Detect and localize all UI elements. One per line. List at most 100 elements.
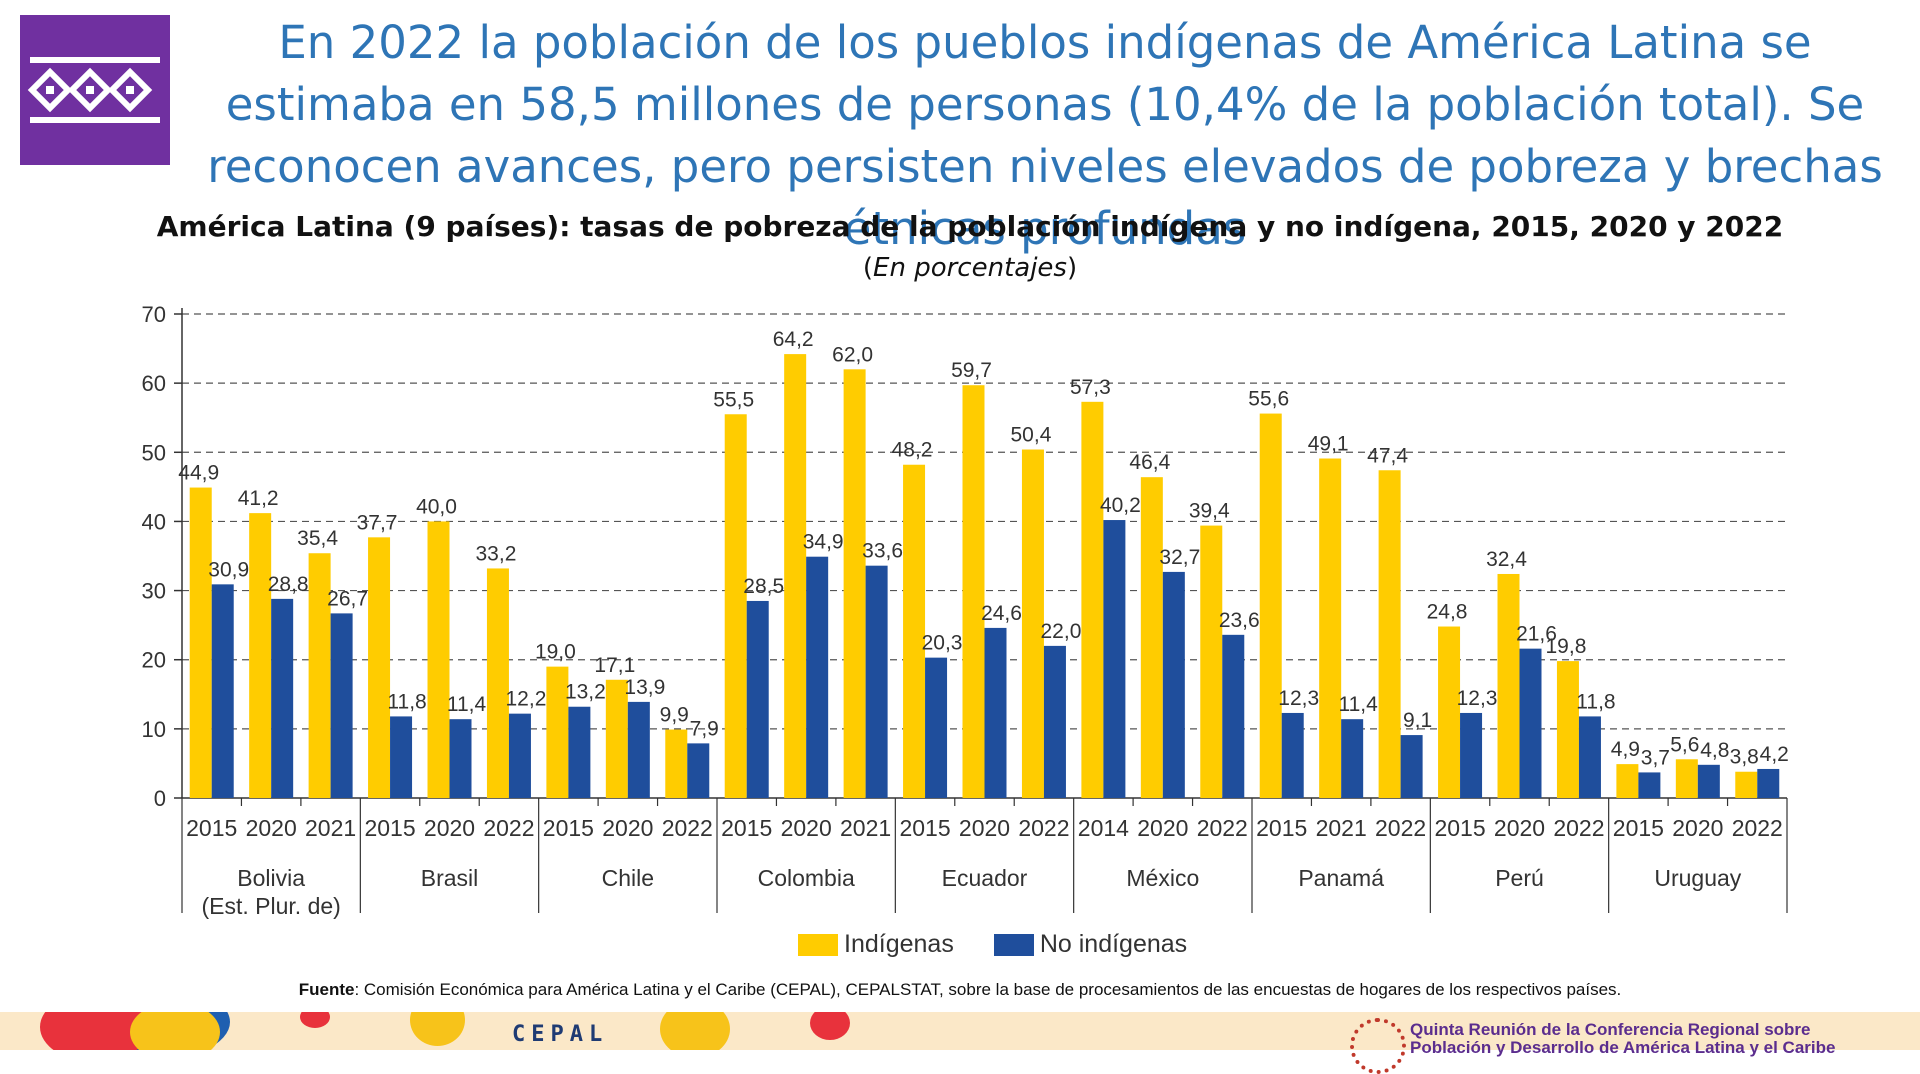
data-label-non-indigenous: 3,7 [1641,746,1670,769]
x-group-label: México [1126,865,1199,891]
data-label-indigenous: 48,2 [892,439,933,462]
x-group-label: Uruguay [1654,865,1741,891]
bar-non-indigenous [211,584,234,798]
x-tick-label-year: 2022 [1375,815,1426,841]
bar-non-indigenous [508,713,531,798]
data-label-non-indigenous: 34,9 [803,531,844,554]
bar-indigenous [962,385,985,798]
x-tick-label-year: 2020 [1494,815,1545,841]
bar-indigenous [1556,661,1579,798]
data-label-non-indigenous: 23,6 [1219,609,1260,632]
data-label-indigenous: 64,2 [773,328,814,351]
bar-indigenous [903,464,926,798]
bar-indigenous [784,354,807,798]
bar-non-indigenous [1519,648,1542,798]
bar-non-indigenous [865,565,888,798]
conference-emblem-icon [1350,1018,1406,1074]
x-group-label: Ecuador [942,865,1028,891]
headline: En 2022 la población de los pueblos indí… [207,16,1883,255]
bar-non-indigenous [449,719,472,798]
bar-indigenous [368,537,391,798]
y-tick-label: 10 [142,717,166,742]
x-tick-label-year: 2015 [899,815,950,841]
data-label-indigenous: 41,2 [238,487,279,510]
bar-non-indigenous [925,657,948,798]
bar-non-indigenous [746,600,769,798]
data-label-non-indigenous: 40,2 [1100,494,1141,517]
bar-non-indigenous [390,716,413,798]
data-label-non-indigenous: 11,8 [1576,690,1615,713]
data-label-indigenous: 44,9 [178,462,219,485]
data-label-non-indigenous: 12,2 [506,688,547,711]
x-group-label-line2: (Est. Plur. de) [202,893,341,919]
x-tick-label-year: 2022 [483,815,534,841]
data-label-indigenous: 40,0 [416,495,457,518]
bar-non-indigenous [806,556,829,798]
data-label-indigenous: 55,5 [713,388,754,411]
conference-name-line2: Población y Desarrollo de América Latina… [1410,1038,1836,1057]
bar-indigenous [1616,764,1639,798]
bar-indigenous [1259,413,1282,798]
chart-title: América Latina (9 países): tasas de pobr… [156,210,1784,243]
x-tick-label-year: 2022 [662,815,713,841]
y-tick-label: 40 [142,509,166,534]
x-group-label: Brasil [421,865,479,891]
data-label-non-indigenous: 13,2 [565,681,606,704]
data-label-indigenous: 32,4 [1486,548,1527,571]
bar-indigenous [665,729,688,798]
chart-legend: Indígenas No indígenas [798,930,1187,959]
bar-non-indigenous [1103,520,1126,798]
decor-blob-red-3 [810,1012,850,1040]
x-tick-label-year: 2022 [1553,815,1604,841]
x-tick-label-year: 2015 [364,815,415,841]
data-label-non-indigenous: 22,0 [1041,620,1082,643]
bar-indigenous [1319,458,1342,798]
x-group-label: Chile [602,865,654,891]
data-label-indigenous: 9,9 [660,704,689,727]
x-tick-label-year: 2020 [959,815,1010,841]
pattern-icon [27,57,160,123]
subtitle-open-paren: ( [862,253,874,283]
bar-non-indigenous [1697,764,1720,798]
x-tick-label-year: 2022 [1018,815,1069,841]
bar-indigenous [308,553,331,798]
data-label-indigenous: 17,1 [594,654,635,677]
data-label-non-indigenous: 9,1 [1403,709,1432,732]
conference-name-line1: Quinta Reunión de la Conferencia Regiona… [1410,1020,1811,1039]
data-label-indigenous: 35,4 [297,527,338,550]
x-tick-label-year: 2022 [1732,815,1783,841]
data-label-non-indigenous: 21,6 [1516,623,1557,646]
data-label-non-indigenous: 11,4 [1339,693,1379,716]
data-label-non-indigenous: 24,6 [981,602,1022,625]
data-label-non-indigenous: 11,4 [447,693,487,716]
bar-indigenous [1675,759,1698,798]
legend-item-indigenous: Indígenas [798,930,954,959]
bar-non-indigenous [627,701,650,798]
bar-non-indigenous [1757,768,1780,798]
bar-indigenous [1497,573,1520,798]
footer-band [0,1012,1920,1050]
data-label-non-indigenous: 4,8 [1700,739,1729,762]
data-label-non-indigenous: 30,9 [208,558,249,581]
data-label-indigenous: 50,4 [1011,424,1052,447]
bar-indigenous [605,679,628,798]
y-tick-label: 20 [142,648,166,673]
data-label-non-indigenous: 7,9 [690,717,719,740]
bar-indigenous [1021,449,1044,798]
x-tick-label-year: 2015 [721,815,772,841]
bar-non-indigenous [984,627,1007,798]
decor-blob-yellow [130,1012,220,1050]
data-label-non-indigenous: 28,5 [743,575,784,598]
data-label-indigenous: 39,4 [1189,500,1230,523]
data-label-indigenous: 62,0 [832,343,873,366]
x-tick-label-year: 2021 [1316,815,1367,841]
x-group-label: Bolivia [237,865,305,891]
data-label-non-indigenous: 33,6 [862,540,903,563]
x-tick-label-year: 2015 [1434,815,1485,841]
subtitle-close-paren: ) [1066,253,1078,283]
data-label-non-indigenous: 13,9 [624,676,665,699]
legend-label-non-indigenous: No indígenas [1039,930,1188,958]
bar-indigenous [546,666,569,798]
bar-indigenous [1081,401,1104,798]
cepal-logo: CEPAL [512,1022,609,1047]
